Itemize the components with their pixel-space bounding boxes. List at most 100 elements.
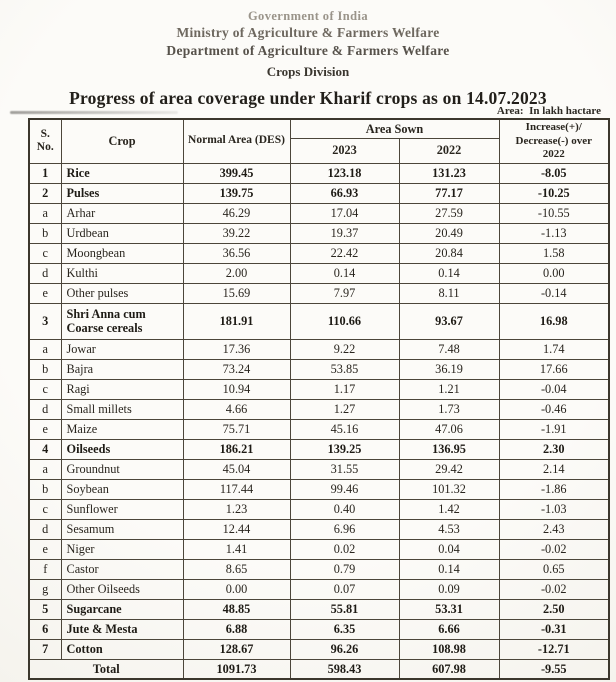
cell-sown-2022: 607.98 — [398, 658, 500, 680]
cell-normal-area: 73.24 — [182, 358, 291, 380]
cell-change: 2.50 — [498, 598, 610, 620]
cell-sno: b — [28, 478, 62, 500]
cell-crop: Shri Anna cum Coarse cereals — [60, 302, 184, 340]
cell-sown-2023: 1.27 — [289, 398, 400, 420]
col-header-area-sown: Area Sown — [289, 118, 500, 139]
cell-normal-area: 8.65 — [182, 558, 291, 580]
scan-artifact — [10, 111, 178, 114]
cell-sno: 5 — [28, 598, 62, 620]
cell-normal-area: 75.71 — [182, 418, 291, 440]
cell-change: 1.74 — [498, 338, 610, 360]
cell-sno: 3 — [28, 302, 62, 340]
cell-normal-area: 1.41 — [182, 538, 291, 560]
cell-change: 2.43 — [498, 518, 610, 540]
table-row: b Soybean 117.44 99.46 101.32 -1.86 — [28, 478, 610, 500]
cell-sno: b — [28, 358, 62, 380]
cell-normal-area: 46.29 — [182, 202, 291, 224]
cell-sno: e — [28, 282, 62, 304]
department-line: Department of Agriculture & Farmers Welf… — [166, 43, 450, 58]
cell-normal-area: 139.75 — [182, 182, 291, 204]
cell-sno: b — [28, 222, 62, 244]
cell-sown-2023: 7.97 — [289, 282, 400, 304]
cell-sno: a — [28, 458, 62, 480]
cell-sno: g — [28, 578, 62, 600]
cell-sno: 7 — [28, 638, 62, 660]
table-row: a Jowar 17.36 9.22 7.48 1.74 — [28, 338, 610, 360]
cell-sown-2023: 96.26 — [289, 638, 400, 660]
cell-sno: 6 — [28, 618, 62, 640]
cell-normal-area: 181.91 — [182, 302, 291, 340]
cell-sown-2023: 1.17 — [289, 378, 400, 400]
col-header-2022: 2022 — [398, 137, 500, 164]
cell-sown-2022: 108.98 — [398, 638, 500, 660]
cell-sown-2023: 31.55 — [289, 458, 400, 480]
table-row: a Arhar 46.29 17.04 27.59 -10.55 — [28, 202, 610, 224]
cell-sown-2022: 53.31 — [398, 598, 500, 620]
cell-crop: Bajra — [60, 358, 184, 380]
cell-sno: d — [28, 398, 62, 420]
cell-sown-2023: 0.07 — [289, 578, 400, 600]
cell-crop: Urdbean — [60, 222, 184, 244]
col-header-increase: Increase(+)/ Decrease(-) over 2022 — [498, 118, 610, 164]
cell-sno: f — [28, 558, 62, 580]
cell-sown-2022: 0.09 — [398, 578, 500, 600]
cell-change: -0.02 — [498, 538, 610, 560]
table-row: 2 Pulses 139.75 66.93 77.17 -10.25 — [28, 182, 610, 204]
table-header: S. No. Crop Normal Area (DES) Area Sown … — [28, 118, 610, 164]
cell-normal-area: 128.67 — [182, 638, 291, 660]
cell-sown-2022: 6.66 — [398, 618, 500, 640]
table-row: d Kulthi 2.00 0.14 0.14 0.00 — [28, 262, 610, 284]
cell-crop: Arhar — [60, 202, 184, 224]
cell-change: -9.55 — [498, 658, 610, 680]
cell-normal-area: 15.69 — [182, 282, 291, 304]
cell-sown-2023: 110.66 — [289, 302, 400, 340]
cell-sown-2022: 1.42 — [398, 498, 500, 520]
cell-sown-2023: 6.96 — [289, 518, 400, 540]
table-row: 5 Sugarcane 48.85 55.81 53.31 2.50 — [28, 598, 610, 620]
cell-normal-area: 1.23 — [182, 498, 291, 520]
cell-crop: Rice — [60, 162, 184, 184]
cell-normal-area: 4.66 — [182, 398, 291, 420]
cell-change: -0.02 — [498, 578, 610, 600]
cell-change: 1.58 — [498, 242, 610, 264]
table-row: 4 Oilseeds 186.21 139.25 136.95 2.30 — [28, 438, 610, 460]
table-row: b Bajra 73.24 53.85 36.19 17.66 — [28, 358, 610, 380]
cell-normal-area: 6.88 — [182, 618, 291, 640]
table-row: b Urdbean 39.22 19.37 20.49 -1.13 — [28, 222, 610, 244]
cell-crop: Castor — [60, 558, 184, 580]
cell-normal-area: 45.04 — [182, 458, 291, 480]
cell-sown-2022: 93.67 — [398, 302, 500, 340]
table-row: 6 Jute & Mesta 6.88 6.35 6.66 -0.31 — [28, 618, 610, 640]
cell-change: -1.03 — [498, 498, 610, 520]
col-header-sno: S. No. — [28, 118, 62, 164]
cell-normal-area: 186.21 — [182, 438, 291, 460]
cell-sown-2023: 598.43 — [289, 658, 400, 680]
cell-sown-2023: 0.79 — [289, 558, 400, 580]
cell-normal-area: 2.00 — [182, 262, 291, 284]
cell-sown-2022: 36.19 — [398, 358, 500, 380]
cell-normal-area: 1091.73 — [182, 658, 291, 680]
table-row: d Sesamum 12.44 6.96 4.53 2.43 — [28, 518, 610, 540]
cell-crop: Jute & Mesta — [60, 618, 184, 640]
cell-normal-area: 36.56 — [182, 242, 291, 264]
cell-sown-2023: 139.25 — [289, 438, 400, 460]
page-title: Progress of area coverage under Kharif c… — [69, 88, 547, 108]
table-row: c Ragi 10.94 1.17 1.21 -0.04 — [28, 378, 610, 400]
cell-sno: d — [28, 262, 62, 284]
cell-sown-2022: 1.21 — [398, 378, 500, 400]
cell-crop: Ragi — [60, 378, 184, 400]
cell-sown-2022: 7.48 — [398, 338, 500, 360]
table-row: c Moongbean 36.56 22.42 20.84 1.58 — [28, 242, 610, 264]
cell-sown-2022: 0.14 — [398, 558, 500, 580]
cell-sown-2023: 22.42 — [289, 242, 400, 264]
cell-change: 0.65 — [498, 558, 610, 580]
cell-sown-2022: 131.23 — [398, 162, 500, 184]
table-row: c Sunflower 1.23 0.40 1.42 -1.03 — [28, 498, 610, 520]
cell-sown-2022: 136.95 — [398, 438, 500, 460]
col-header-crop: Crop — [60, 118, 184, 164]
col-header-2023: 2023 — [289, 137, 400, 164]
cell-crop: Niger — [60, 538, 184, 560]
cell-sown-2023: 0.40 — [289, 498, 400, 520]
cell-sown-2022: 8.11 — [398, 282, 500, 304]
